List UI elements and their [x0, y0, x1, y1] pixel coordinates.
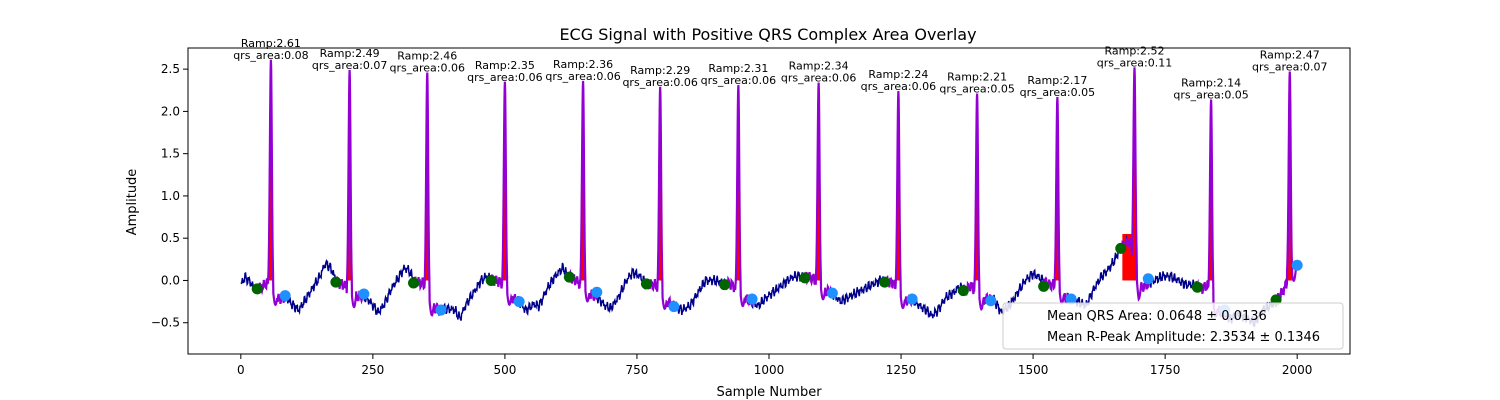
r-amp-label-11: Ramp:2.17 — [1027, 74, 1087, 87]
q-point-5 — [563, 271, 575, 283]
r-amp-label-1: Ramp:2.61 — [241, 37, 301, 50]
qrs-area-label-6: qrs_area:0.06 — [622, 76, 697, 89]
s-point-11 — [1065, 293, 1077, 305]
q-point-1 — [251, 283, 263, 295]
x-axis-label: Sample Number — [716, 385, 822, 400]
legend-box — [1002, 302, 1344, 350]
x-tick-label: 2000 — [1282, 363, 1313, 377]
qrs-area-label-7: qrs_area:0.06 — [701, 74, 776, 87]
y-tick-label: −0.5 — [151, 316, 180, 330]
r-amp-label-4: Ramp:2.35 — [475, 59, 535, 72]
s-point-2 — [358, 288, 370, 300]
qrs-area-block-12 — [1122, 233, 1134, 281]
y-tick-label: 2.0 — [161, 104, 180, 118]
r-amp-label-5: Ramp:2.36 — [553, 58, 613, 71]
qrs-segment-8 — [803, 82, 834, 301]
qrs-area-label-10: qrs_area:0.05 — [939, 83, 1014, 96]
x-axis: 0 250 500 750 1000 1250 1500 1750 2000 — [237, 354, 1312, 377]
qrs-area-label-14: qrs_area:0.07 — [1252, 61, 1327, 74]
q-point-11 — [1038, 280, 1050, 292]
x-tick-label: 1250 — [886, 363, 917, 377]
chart-title: ECG Signal with Positive QRS Complex Are… — [559, 25, 976, 44]
s-point-10 — [985, 295, 997, 307]
qrs-segment-14 — [1274, 71, 1299, 308]
s-point-8 — [826, 287, 838, 299]
r-amp-label-10: Ramp:2.21 — [947, 71, 1007, 84]
x-tick-label: 250 — [361, 363, 384, 377]
qrs-area-label-1: qrs_area:0.08 — [233, 49, 308, 62]
x-tick-label: 1500 — [1018, 363, 1049, 377]
s-point-1 — [279, 290, 291, 302]
ecg-signal-line — [240, 59, 1298, 328]
r-amp-label-9: Ramp:2.24 — [868, 68, 928, 81]
q-point-7 — [719, 279, 731, 291]
s-point-5 — [591, 286, 603, 298]
q-point-13 — [1191, 281, 1203, 293]
s-point-9 — [906, 293, 918, 305]
s-point-12 — [1142, 273, 1154, 285]
y-tick-label: 0.0 — [161, 273, 180, 287]
r-amp-label-3: Ramp:2.46 — [397, 50, 457, 63]
y-tick-label: 1.0 — [161, 189, 180, 203]
qrs-area-label-12: qrs_area:0.11 — [1097, 56, 1172, 69]
r-amp-label-8: Ramp:2.34 — [789, 60, 849, 73]
q-point-9 — [879, 276, 891, 288]
qrs-area-label-4: qrs_area:0.06 — [467, 71, 542, 84]
legend: Mean QRS Area: 0.0648 ± 0.0136 Mean R-Pea… — [1002, 302, 1344, 350]
qrs-area-label-9: qrs_area:0.06 — [861, 80, 936, 93]
y-axis-label: Amplitude — [125, 169, 140, 236]
x-tick-label: 1750 — [1150, 363, 1181, 377]
x-tick-label: 1000 — [754, 363, 785, 377]
q-point-4 — [485, 274, 497, 286]
qrs-area-label-11: qrs_area:0.05 — [1020, 86, 1095, 99]
y-tick-label: 1.5 — [161, 147, 180, 161]
q-point-6 — [640, 278, 652, 290]
x-tick-label: 750 — [626, 363, 649, 377]
s-point-4 — [513, 296, 525, 308]
qrs-area-label-2: qrs_area:0.07 — [312, 59, 387, 72]
q-point-12 — [1115, 242, 1127, 254]
s-point-3 — [435, 304, 447, 316]
s-point-6 — [668, 301, 680, 313]
qrs-area-label-8: qrs_area:0.06 — [781, 72, 856, 85]
q-point-8 — [799, 272, 811, 284]
qrs-area-label-13: qrs_area:0.05 — [1173, 89, 1248, 102]
qrs-area-label-5: qrs_area:0.06 — [545, 70, 620, 83]
r-amp-label-14: Ramp:2.47 — [1260, 49, 1320, 62]
r-amp-label-6: Ramp:2.29 — [630, 64, 690, 77]
s-point-14 — [1291, 259, 1303, 271]
q-point-10 — [957, 285, 969, 297]
q-point-3 — [408, 277, 420, 289]
y-tick-label: 2.5 — [161, 62, 180, 76]
legend-entry-2: Mean R-Peak Amplitude: 2.3534 ± 0.1346 — [1047, 330, 1320, 345]
y-tick-label: 0.5 — [161, 231, 180, 245]
r-amp-label-13: Ramp:2.14 — [1181, 77, 1241, 90]
y-axis: −0.5 0.0 0.5 1.0 1.5 2.0 2.5 — [151, 62, 188, 330]
r-amp-label-2: Ramp:2.49 — [320, 47, 380, 60]
qrs-segment-12 — [1119, 67, 1150, 302]
q-point-2 — [330, 276, 342, 288]
qrs-area-label-3: qrs_area:0.06 — [390, 62, 465, 75]
x-tick-label: 500 — [493, 363, 516, 377]
r-amp-label-7: Ramp:2.31 — [708, 62, 768, 75]
s-point-7 — [746, 293, 758, 305]
x-tick-label: 0 — [237, 363, 245, 377]
legend-entry-1: Mean QRS Area: 0.0648 ± 0.0136 — [1047, 309, 1267, 324]
